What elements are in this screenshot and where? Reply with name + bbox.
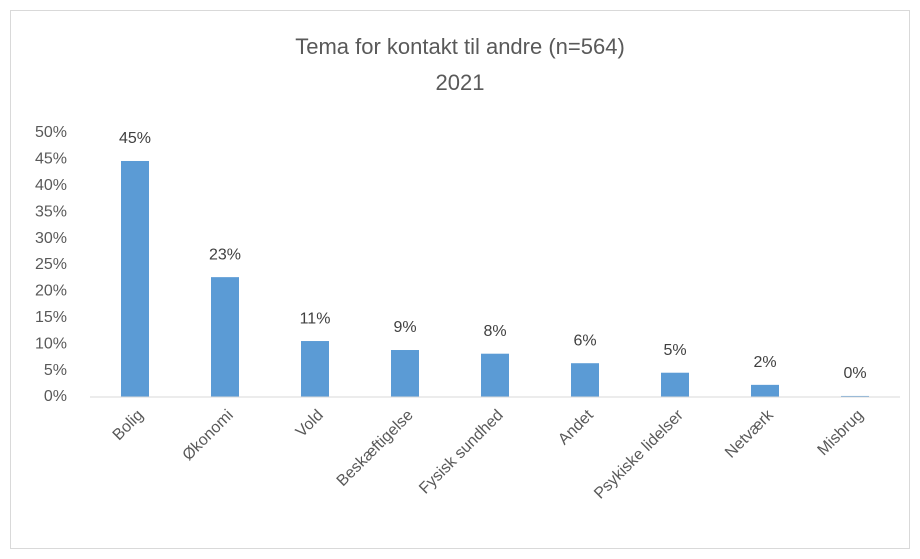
y-tick-label: 15% — [35, 309, 67, 326]
chart-subtitle: 2021 — [436, 70, 485, 95]
bar — [301, 341, 329, 397]
y-tick-label: 50% — [35, 124, 67, 141]
bar — [481, 353, 509, 397]
value-label: 6% — [573, 332, 596, 349]
bar — [571, 363, 599, 397]
y-tick-label: 30% — [35, 230, 67, 247]
chart-title: Tema for kontakt til andre (n=564) — [295, 34, 625, 59]
value-label: 9% — [393, 319, 416, 336]
value-label: 11% — [300, 310, 331, 327]
value-label: 0% — [843, 365, 866, 382]
bar — [661, 372, 689, 397]
bar — [841, 395, 869, 397]
value-label: 23% — [209, 246, 241, 263]
bar — [391, 350, 419, 397]
y-tick-label: 10% — [35, 335, 67, 352]
bar — [211, 277, 239, 397]
value-label: 2% — [753, 354, 776, 371]
y-tick-label: 25% — [35, 256, 67, 273]
bar — [751, 384, 779, 397]
y-tick-label: 45% — [35, 151, 67, 168]
y-tick-label: 20% — [35, 283, 67, 300]
y-tick-label: 35% — [35, 203, 67, 220]
value-label: 45% — [119, 130, 151, 147]
chart-border — [10, 10, 910, 549]
y-tick-label: 5% — [44, 362, 67, 379]
value-label: 8% — [483, 323, 506, 340]
y-tick-label: 40% — [35, 177, 67, 194]
y-tick-label: 0% — [44, 388, 67, 405]
bar — [121, 160, 149, 397]
value-label: 5% — [663, 342, 686, 359]
